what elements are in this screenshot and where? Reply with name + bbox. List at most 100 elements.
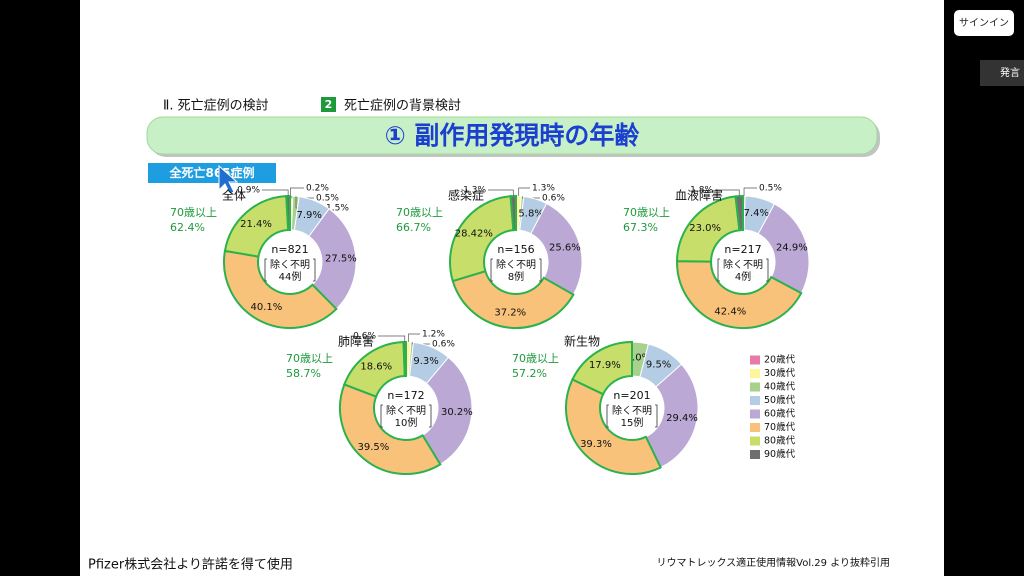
over70-value: 67.3%	[623, 221, 658, 234]
tag-box	[148, 163, 276, 183]
legend-swatch	[750, 355, 760, 365]
speak-label[interactable]: 発言	[1000, 66, 1020, 79]
slice-label: 7.9%	[297, 210, 322, 221]
step-title: 死亡症例の背景検討	[344, 98, 461, 114]
slice-label: 9.5%	[646, 360, 671, 371]
slice	[223, 249, 338, 329]
note: 除く不明	[723, 258, 763, 271]
slice	[339, 383, 442, 475]
step-number: 2	[325, 98, 333, 111]
chart-title: 血液障害	[675, 188, 723, 203]
over70-value: 66.7%	[396, 221, 431, 234]
over70-label: 70歳以上	[512, 352, 559, 365]
step-box	[321, 97, 336, 112]
cursor	[218, 164, 239, 195]
signin-label[interactable]: サインイン	[959, 17, 1009, 29]
note: 10例	[395, 416, 418, 429]
slice	[509, 194, 517, 232]
note: 除く不明	[496, 258, 536, 271]
slice-label: 29.4%	[666, 413, 698, 424]
note: 15例	[621, 416, 644, 429]
slice-label: 37.2%	[494, 308, 526, 319]
slice	[402, 340, 407, 378]
n-label: n=821	[271, 243, 308, 256]
slice-label: 17.9%	[589, 360, 621, 371]
slice-label: 7.4%	[744, 208, 769, 219]
charts: 0.2%0.5%1.5%7.9%27.5%40.1%21.4%0.9%全体70歳…	[170, 184, 810, 475]
slice-label: 4.0%	[626, 352, 651, 363]
legend-swatch	[750, 396, 760, 405]
speak-button[interactable]	[980, 60, 1024, 86]
chart-title: 肺障害	[338, 334, 374, 349]
note: 除く不明	[270, 258, 310, 271]
legend-label: 40歳代	[764, 381, 796, 393]
n-label: n=156	[497, 243, 534, 256]
slice-label: 40.1%	[251, 302, 283, 313]
slice	[734, 194, 744, 232]
tag: 全死亡865症例	[168, 165, 254, 180]
legend-label: 50歳代	[764, 394, 796, 406]
legend-label: 60歳代	[764, 408, 796, 420]
slice-label: 1.5%	[326, 204, 349, 214]
legend-label: 70歳代	[764, 421, 796, 433]
n-label: n=172	[387, 389, 424, 402]
slice-label: 9.3%	[413, 356, 438, 367]
slice-label: 0.2%	[306, 184, 329, 194]
banner	[146, 116, 878, 155]
note: 44例	[279, 270, 302, 283]
slice-label: 0.6%	[353, 332, 376, 342]
section: Ⅱ. 死亡症例の検討	[163, 98, 269, 114]
slice	[449, 195, 515, 283]
banner-title: ① 副作用発現時の年齢	[385, 121, 640, 150]
slice-label: 39.3%	[580, 439, 612, 450]
leader-line	[715, 189, 740, 197]
chart-title: 感染症	[448, 188, 484, 203]
slice-label: 0.9%	[237, 186, 260, 196]
over70-value: 62.4%	[170, 221, 205, 234]
slice-label: 25.6%	[549, 243, 581, 254]
note-bracket	[264, 258, 316, 282]
chart-title: 新生物	[564, 334, 600, 349]
legend-swatch	[750, 423, 760, 432]
note: 8例	[508, 270, 524, 283]
slice-label: 1.3%	[463, 186, 486, 196]
slice	[421, 356, 473, 466]
slice	[565, 378, 662, 475]
slice-label: 24.9%	[776, 242, 808, 253]
leader-line	[378, 335, 406, 343]
over70-value: 58.7%	[286, 367, 321, 380]
note-bracket	[490, 258, 542, 282]
slice	[676, 260, 803, 329]
signin-button[interactable]	[954, 10, 1014, 36]
slice-label: 27.5%	[325, 253, 357, 264]
slice	[571, 340, 633, 396]
n-label: n=217	[724, 243, 761, 256]
over70-label: 70歳以上	[396, 206, 443, 219]
note: 除く不明	[386, 404, 426, 417]
slice-label: 21.4%	[240, 219, 272, 230]
over70-label: 70歳以上	[623, 206, 670, 219]
leader-line	[290, 187, 304, 197]
slice	[757, 203, 810, 294]
slice-label: 23.0%	[689, 223, 721, 234]
slice	[675, 195, 741, 263]
note: 除く不明	[612, 404, 652, 417]
note-bracket	[606, 404, 658, 428]
note-bracket	[717, 258, 769, 282]
note-bracket	[380, 404, 432, 428]
legend-swatch	[750, 436, 760, 446]
legend-label: 30歳代	[764, 367, 796, 379]
legend-label: 20歳代	[764, 354, 796, 366]
slice	[530, 202, 583, 296]
leader-line	[522, 196, 540, 199]
legend-swatch	[750, 450, 760, 459]
slice-label: 30.2%	[441, 407, 473, 418]
slice-label: 28.42%	[455, 228, 493, 239]
note: 4例	[735, 270, 751, 283]
slice	[285, 194, 291, 232]
slice-label: 5.8%	[518, 208, 543, 219]
over70-label: 70歳以上	[286, 352, 333, 365]
slice-label: 1.3%	[532, 184, 555, 194]
